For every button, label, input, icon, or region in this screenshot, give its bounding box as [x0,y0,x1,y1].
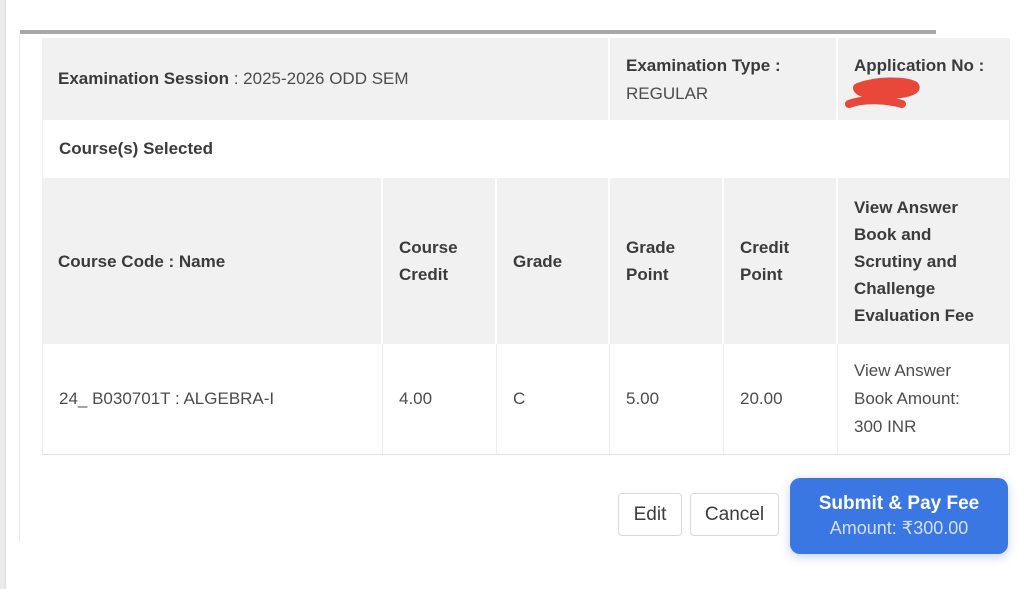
col-header-credit-point: Credit Point [724,178,838,344]
exam-session-label: Examination Session [58,69,229,88]
table-header-row: Course Code : Name Course Credit Grade G… [42,178,1010,344]
application-no-cell: Application No : [838,38,1010,120]
exam-type-value: REGULAR [626,84,709,103]
col-header-grade-point: Grade Point [610,178,724,344]
cell-grade: C [497,344,610,454]
window-edge-strip [0,0,6,589]
cell-grade-point: 5.00 [610,344,724,454]
col-header-course-credit: Course Credit [383,178,497,344]
cell-course-credit: 4.00 [383,344,497,454]
courses-selected-heading: Course(s) Selected [42,120,1010,178]
application-no-label: Application No [854,56,974,75]
col-header-grade: Grade [497,178,610,344]
submit-pay-fee-button[interactable]: Submit & Pay Fee Amount: ₹300.00 [790,478,1008,554]
exam-info-bar: Examination Session : 2025-2026 ODD SEM … [42,38,1010,120]
cell-course-name: 24_ B030701T : ALGEBRA-I [42,344,383,454]
col-header-fee: View Answer Book and Scrutiny and Challe… [854,197,974,325]
exam-type-cell: Examination Type : REGULAR [610,38,838,120]
exam-session-cell: Examination Session : 2025-2026 ODD SEM [42,38,610,120]
submit-button-amount: Amount: ₹300.00 [829,518,969,538]
panel-left-border [19,34,20,542]
exam-session-value: 2025-2026 ODD SEM [243,69,409,88]
col-header-course-code: Course Code : Name [42,178,383,344]
cell-fee-info: View Answer Book Amount: 300 INR [838,344,1010,454]
exam-type-label: Examination Type [626,56,771,75]
exam-application-table: Examination Session : 2025-2026 ODD SEM … [42,38,1010,455]
redaction-scribble-icon [845,77,920,108]
panel-top-border [20,30,936,34]
edit-button[interactable]: Edit [618,493,682,536]
cell-credit-point: 20.00 [724,344,838,454]
table-row: 24_ B030701T : ALGEBRA-I 4.00 C 5.00 20.… [42,344,1010,455]
submit-button-title: Submit & Pay Fee [818,493,980,514]
cancel-button[interactable]: Cancel [690,493,779,536]
